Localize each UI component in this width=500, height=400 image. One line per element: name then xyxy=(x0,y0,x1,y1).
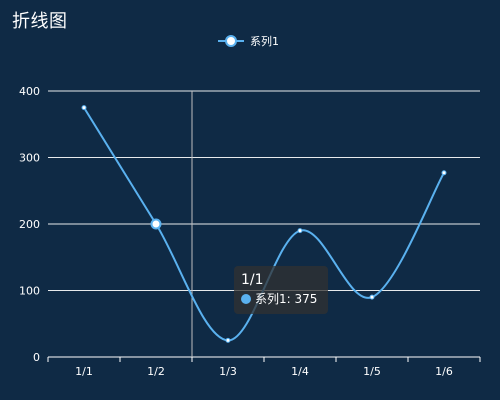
data-point xyxy=(81,105,87,111)
grid-layer xyxy=(48,90,480,291)
y-tick-label: 400 xyxy=(19,85,40,98)
data-point-highlighted xyxy=(150,218,162,230)
x-tick-label: 1/4 xyxy=(291,365,309,378)
tooltip-series-dot xyxy=(241,294,251,304)
legend-line-circle-icon xyxy=(218,35,244,47)
axis-layer: 0 100 200 300 400 1/1 1/2 1/3 1/4 1/5 1/6 xyxy=(19,85,481,378)
y-tick-label: 300 xyxy=(19,152,40,165)
data-point xyxy=(297,228,303,234)
tooltip-row: 系列1: 375 xyxy=(241,291,321,307)
tooltip-value: 375 xyxy=(294,292,318,306)
x-tick-label: 1/6 xyxy=(435,365,453,378)
x-tick-label: 1/2 xyxy=(147,365,165,378)
y-tick-label: 0 xyxy=(33,351,40,364)
x-tick-label: 1/5 xyxy=(363,365,381,378)
y-tick-label: 100 xyxy=(19,285,40,298)
data-point xyxy=(225,337,231,343)
legend[interactable]: 系列1 xyxy=(218,33,279,49)
tooltip-title: 1/1 xyxy=(241,272,264,288)
data-point xyxy=(441,170,447,176)
point-layer xyxy=(81,105,447,343)
legend-label: 系列1 xyxy=(250,35,279,48)
y-tick-label: 200 xyxy=(19,218,40,231)
tooltip-series-name: 系列1 xyxy=(255,292,287,306)
chart-title: 折线图 xyxy=(12,11,68,32)
tooltip-separator: : xyxy=(286,292,295,306)
x-tick-label: 1/1 xyxy=(75,365,93,378)
data-point xyxy=(369,294,375,300)
x-tick-label: 1/3 xyxy=(219,365,237,378)
tooltip: 1/1 系列1: 375 xyxy=(234,266,328,314)
